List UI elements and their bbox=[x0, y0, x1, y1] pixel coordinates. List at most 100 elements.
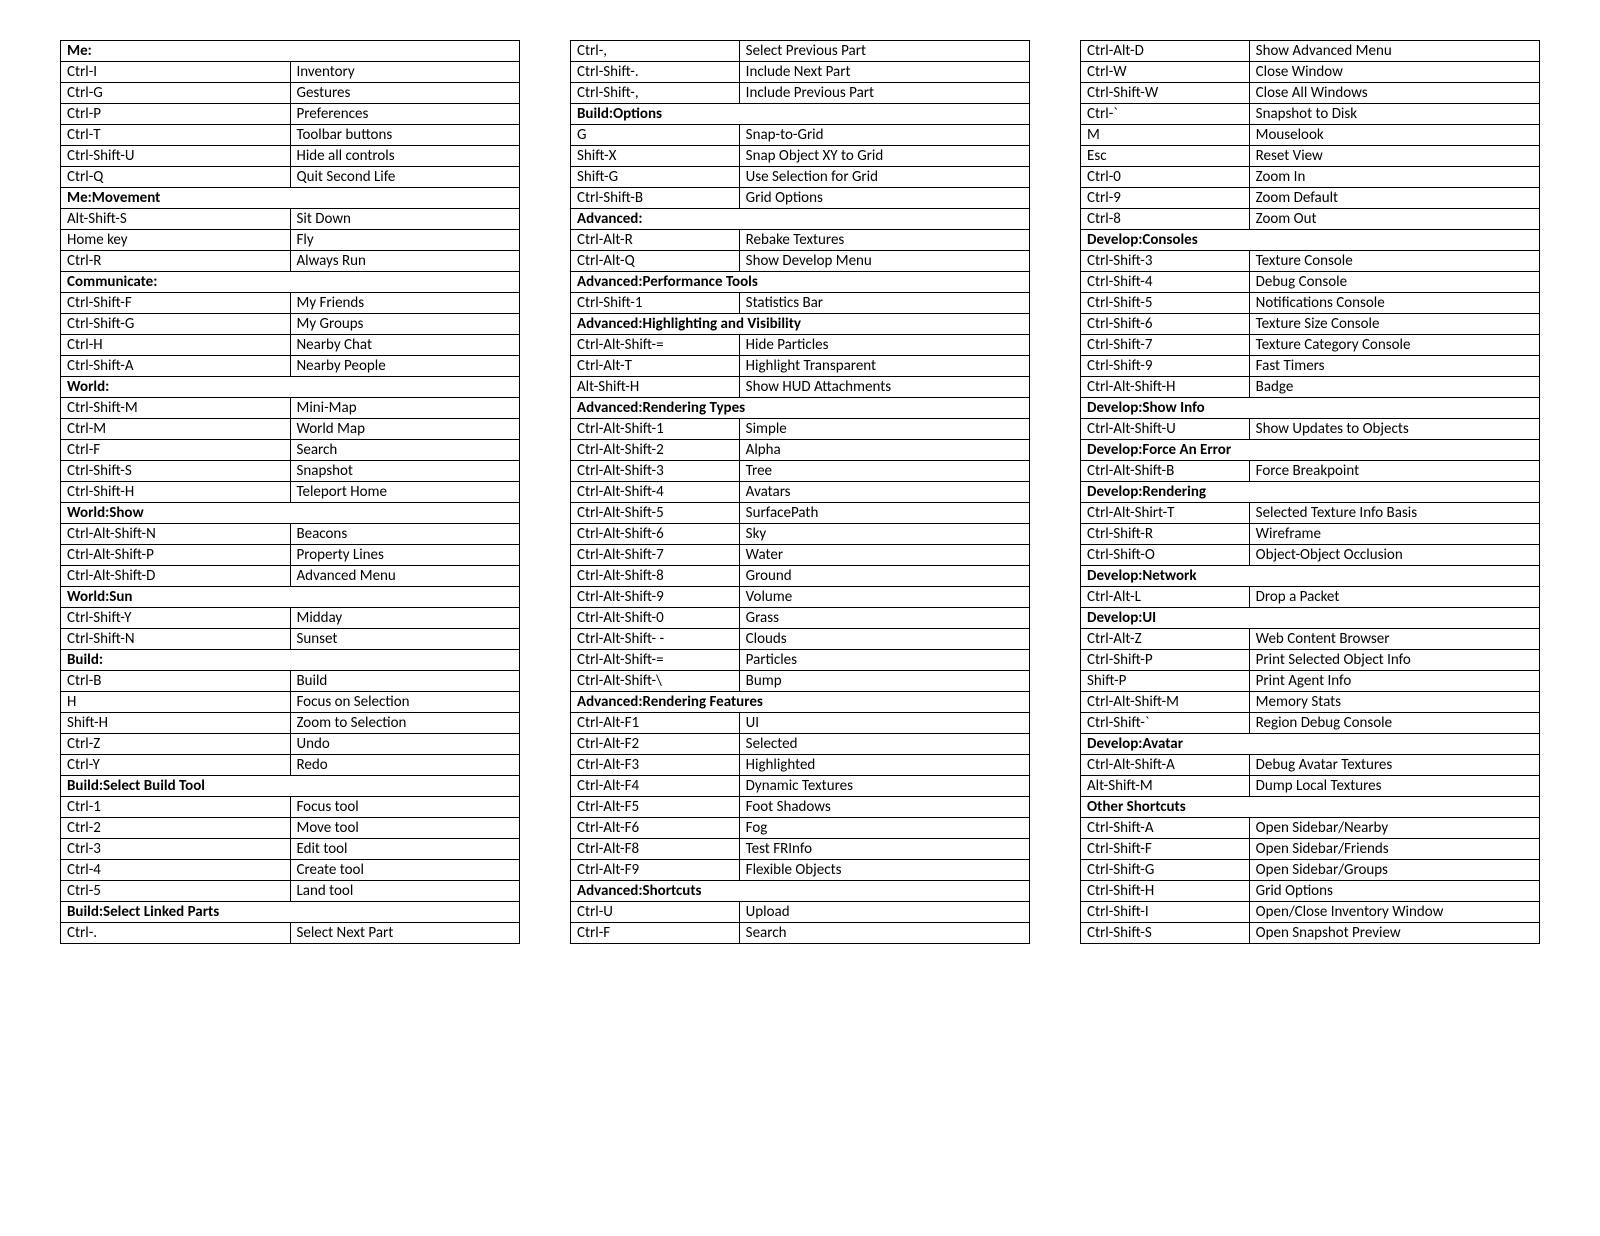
shortcut-action: Ground bbox=[739, 566, 1029, 587]
shortcut-key: Ctrl-Alt-Shift-0 bbox=[571, 608, 740, 629]
shortcut-key: Shift-P bbox=[1081, 671, 1250, 692]
section-header-label: Build: bbox=[61, 650, 520, 671]
shortcut-row: Ctrl-Alt-F3Highlighted bbox=[571, 755, 1030, 776]
section-header-row: Advanced: bbox=[571, 209, 1030, 230]
shortcut-key: Ctrl-Alt-F9 bbox=[571, 860, 740, 881]
shortcut-key: Ctrl-Shift-N bbox=[61, 629, 291, 650]
shortcut-action: Toolbar buttons bbox=[290, 125, 520, 146]
shortcut-action: Fog bbox=[739, 818, 1029, 839]
shortcut-action: Land tool bbox=[290, 881, 520, 902]
shortcut-key: Ctrl-Shift-H bbox=[1081, 881, 1250, 902]
shortcut-row: Ctrl-Shift-BGrid Options bbox=[571, 188, 1030, 209]
section-header-row: Build:Select Build Tool bbox=[61, 776, 520, 797]
shortcut-action: Include Previous Part bbox=[739, 83, 1029, 104]
shortcut-row: Ctrl-QQuit Second Life bbox=[61, 167, 520, 188]
shortcut-action: Badge bbox=[1249, 377, 1539, 398]
shortcut-key: Ctrl-9 bbox=[1081, 188, 1250, 209]
shortcut-key: Ctrl-Alt-L bbox=[1081, 587, 1250, 608]
shortcut-row: Ctrl-Alt-F6Fog bbox=[571, 818, 1030, 839]
shortcut-key: Ctrl-Alt-Shift-1 bbox=[571, 419, 740, 440]
shortcut-row: Ctrl-4Create tool bbox=[61, 860, 520, 881]
shortcut-action: Quit Second Life bbox=[290, 167, 520, 188]
shortcut-row: Ctrl-Alt-F8Test FRInfo bbox=[571, 839, 1030, 860]
shortcut-action: Close All Windows bbox=[1249, 83, 1539, 104]
shortcut-row: Ctrl-2Move tool bbox=[61, 818, 520, 839]
shortcut-action: Zoom Default bbox=[1249, 188, 1539, 209]
shortcut-action: SurfacePath bbox=[739, 503, 1029, 524]
shortcut-action: Grid Options bbox=[1249, 881, 1539, 902]
section-header-label: Build:Select Build Tool bbox=[61, 776, 520, 797]
section-header-row: Develop:Show Info bbox=[1081, 398, 1540, 419]
section-header-row: Communicate: bbox=[61, 272, 520, 293]
shortcut-row: Shift-PPrint Agent Info bbox=[1081, 671, 1540, 692]
shortcut-action: Zoom Out bbox=[1249, 209, 1539, 230]
shortcut-row: Ctrl-Shift-3Texture Console bbox=[1081, 251, 1540, 272]
shortcut-key: Ctrl-Shift-A bbox=[1081, 818, 1250, 839]
shortcut-row: Ctrl-Alt-Shift-7Water bbox=[571, 545, 1030, 566]
shortcut-key: Ctrl-Alt-Shift-5 bbox=[571, 503, 740, 524]
shortcut-key: Alt-Shift-M bbox=[1081, 776, 1250, 797]
shortcut-action: UI bbox=[739, 713, 1029, 734]
shortcut-row: Ctrl-Shift-YMidday bbox=[61, 608, 520, 629]
section-header-label: World:Sun bbox=[61, 587, 520, 608]
shortcut-key: Ctrl-B bbox=[61, 671, 291, 692]
shortcut-row: Ctrl-Shift-NSunset bbox=[61, 629, 520, 650]
shortcut-action: Debug Avatar Textures bbox=[1249, 755, 1539, 776]
shortcut-row: Ctrl-1Focus tool bbox=[61, 797, 520, 818]
shortcut-reference-page: Me:Ctrl-IInventoryCtrl-GGesturesCtrl-PPr… bbox=[0, 0, 1600, 1236]
shortcut-action: Inventory bbox=[290, 62, 520, 83]
section-header-row: Advanced:Rendering Features bbox=[571, 692, 1030, 713]
shortcut-row: Ctrl-Shift-UHide all controls bbox=[61, 146, 520, 167]
shortcut-key: Ctrl-F bbox=[61, 440, 291, 461]
section-header-row: Develop:Force An Error bbox=[1081, 440, 1540, 461]
section-header-label: Communicate: bbox=[61, 272, 520, 293]
section-header-label: Me: bbox=[61, 41, 520, 62]
shortcut-key: Ctrl-Shift-5 bbox=[1081, 293, 1250, 314]
shortcut-key: Ctrl-Alt-Shift-H bbox=[1081, 377, 1250, 398]
shortcut-row: Ctrl-MWorld Map bbox=[61, 419, 520, 440]
shortcut-action: Memory Stats bbox=[1249, 692, 1539, 713]
shortcut-key: Ctrl-Alt-Shift-8 bbox=[571, 566, 740, 587]
shortcut-action: Hide all controls bbox=[290, 146, 520, 167]
shortcut-key: Ctrl-Shift-, bbox=[571, 83, 740, 104]
shortcut-key: Alt-Shift-S bbox=[61, 209, 291, 230]
shortcut-row: Ctrl-BBuild bbox=[61, 671, 520, 692]
shortcut-action: Sunset bbox=[290, 629, 520, 650]
shortcut-key: Ctrl-Shift-` bbox=[1081, 713, 1250, 734]
shortcut-key: Ctrl-Alt-Shift-U bbox=[1081, 419, 1250, 440]
shortcut-key: Ctrl-F bbox=[571, 923, 740, 944]
shortcut-key: H bbox=[61, 692, 291, 713]
shortcut-action: Texture Size Console bbox=[1249, 314, 1539, 335]
section-header-row: Build:Select Linked Parts bbox=[61, 902, 520, 923]
shortcut-action: Gestures bbox=[290, 83, 520, 104]
shortcut-action: Search bbox=[739, 923, 1029, 944]
shortcut-row: Ctrl-Alt-Shift-6Sky bbox=[571, 524, 1030, 545]
shortcut-key: Alt-Shift-H bbox=[571, 377, 740, 398]
shortcut-row: Ctrl-TToolbar buttons bbox=[61, 125, 520, 146]
shortcut-action: Region Debug Console bbox=[1249, 713, 1539, 734]
shortcut-key: Ctrl-Alt-Shift-3 bbox=[571, 461, 740, 482]
shortcut-row: Ctrl-`Snapshot to Disk bbox=[1081, 104, 1540, 125]
shortcut-key: Ctrl-Alt-Shirt-T bbox=[1081, 503, 1250, 524]
shortcut-action: Object-Object Occlusion bbox=[1249, 545, 1539, 566]
shortcut-row: Ctrl-Shift-FOpen Sidebar/Friends bbox=[1081, 839, 1540, 860]
shortcut-row: Ctrl-Alt-Shirt-TSelected Texture Info Ba… bbox=[1081, 503, 1540, 524]
shortcut-key: Ctrl-Shift-M bbox=[61, 398, 291, 419]
shortcut-row: MMouselook bbox=[1081, 125, 1540, 146]
shortcut-action: Open Sidebar/Friends bbox=[1249, 839, 1539, 860]
shortcut-row: Ctrl-Alt-Shift-5SurfacePath bbox=[571, 503, 1030, 524]
shortcut-row: Ctrl-Alt-Shift-PProperty Lines bbox=[61, 545, 520, 566]
shortcut-key: Ctrl-Shift-G bbox=[61, 314, 291, 335]
section-header-label: Advanced: bbox=[571, 209, 1030, 230]
shortcut-action: Show Updates to Objects bbox=[1249, 419, 1539, 440]
shortcut-action: Simple bbox=[739, 419, 1029, 440]
shortcut-key: Ctrl-Alt-Shift-7 bbox=[571, 545, 740, 566]
shortcut-action: Search bbox=[290, 440, 520, 461]
shortcut-action: Include Next Part bbox=[739, 62, 1029, 83]
shortcut-row: Ctrl-YRedo bbox=[61, 755, 520, 776]
shortcut-row: Ctrl-Shift-WClose All Windows bbox=[1081, 83, 1540, 104]
shortcut-key: Ctrl-Shift-S bbox=[1081, 923, 1250, 944]
shortcut-row: Ctrl-Alt-QShow Develop Menu bbox=[571, 251, 1030, 272]
shortcut-key: Ctrl-4 bbox=[61, 860, 291, 881]
shortcut-row: Ctrl-Shift-`Region Debug Console bbox=[1081, 713, 1540, 734]
